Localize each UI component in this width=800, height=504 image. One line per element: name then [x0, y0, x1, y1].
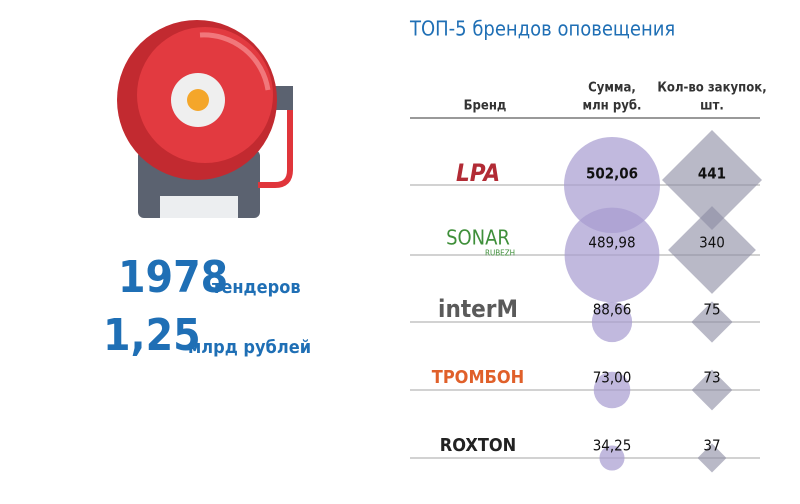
tenders-label: тендеров: [212, 277, 301, 298]
sum-bubble: [564, 207, 660, 303]
header: млн руб.: [583, 99, 642, 114]
count-value: 75: [703, 301, 720, 319]
amount-label: млрд рублей: [188, 337, 311, 358]
count-diamond: [668, 206, 756, 294]
count-value: 37: [703, 437, 720, 455]
brand-logo: interM: [438, 295, 518, 323]
count-diamond: [691, 369, 733, 411]
sum-value: 502,06: [586, 165, 638, 183]
table-title: ТОП-5 брендов оповещения: [409, 17, 675, 41]
sum-value: 73,00: [593, 369, 632, 387]
brand-logo: LPA: [456, 159, 500, 187]
sum-value: 34,25: [593, 437, 632, 455]
sum-bubble: [599, 445, 625, 471]
brand-logo: ТРОМБОН: [432, 367, 524, 388]
header: шт.: [700, 99, 724, 114]
count-diamond: [662, 130, 762, 230]
count-value: 73: [703, 369, 720, 387]
count-value: 441: [698, 165, 726, 183]
count-diamond: [691, 301, 733, 343]
tenders-value: 1978: [118, 252, 228, 303]
brand-logo: ROXTON: [440, 435, 516, 456]
bell-icon: [117, 20, 293, 218]
header: Бренд: [464, 99, 507, 114]
count-value: 340: [699, 234, 725, 252]
brand-logo-sub: RUBEZH: [485, 249, 515, 258]
sum-value: 489,98: [588, 234, 635, 252]
sum-bubble: [591, 301, 633, 343]
header: Сумма,: [588, 81, 636, 96]
sum-bubble: [564, 137, 660, 233]
header: Кол-во закупок,: [657, 81, 766, 96]
brand-logo: SONAR: [446, 226, 510, 250]
sum-bubble: [593, 371, 631, 409]
count-diamond: [697, 443, 727, 473]
amount-value: 1,25: [103, 310, 201, 361]
sum-value: 88,66: [593, 301, 632, 319]
